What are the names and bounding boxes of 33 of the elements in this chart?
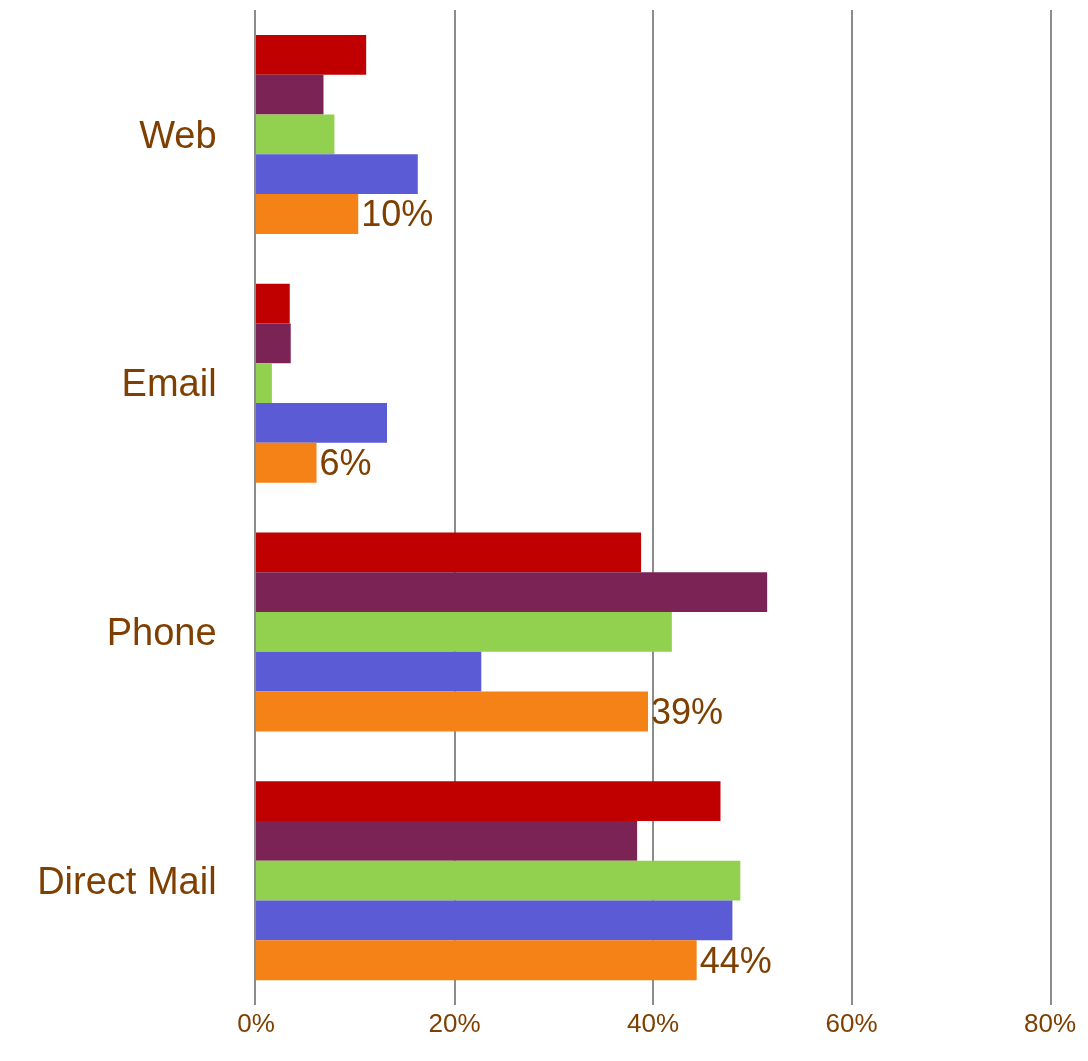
- bar: [256, 34, 367, 75]
- data-label: 44%: [699, 939, 772, 981]
- bar: [256, 860, 741, 901]
- bar: [256, 323, 291, 364]
- y-tick-label: Direct Mail: [37, 859, 217, 902]
- bar: [256, 283, 290, 324]
- bar: [256, 611, 672, 652]
- bar: [256, 651, 482, 692]
- bar: [256, 781, 721, 821]
- bar: [256, 403, 388, 443]
- bar: [256, 114, 335, 155]
- y-tick-label: Web: [139, 113, 217, 156]
- data-label: 39%: [651, 690, 724, 732]
- y-tick-label: Email: [121, 362, 217, 405]
- bar: [256, 194, 359, 234]
- bar: [256, 572, 768, 612]
- x-tick-label: 0%: [237, 1008, 275, 1038]
- bar: [256, 442, 317, 483]
- bar: [256, 532, 642, 573]
- y-tick-label: Phone: [106, 611, 217, 654]
- bar: [256, 900, 733, 941]
- x-tick-label: 60%: [825, 1008, 878, 1038]
- bar: [256, 74, 324, 115]
- x-tick-label: 80%: [1023, 1008, 1077, 1038]
- bar: [256, 940, 697, 981]
- bar: [256, 154, 418, 195]
- bar: [256, 820, 638, 861]
- bar: [256, 363, 272, 404]
- x-tick-label: 40%: [626, 1008, 680, 1038]
- data-label: 10%: [361, 193, 434, 235]
- bar: [256, 691, 649, 732]
- data-label: 6%: [319, 442, 372, 484]
- x-tick-label: 20%: [428, 1008, 481, 1038]
